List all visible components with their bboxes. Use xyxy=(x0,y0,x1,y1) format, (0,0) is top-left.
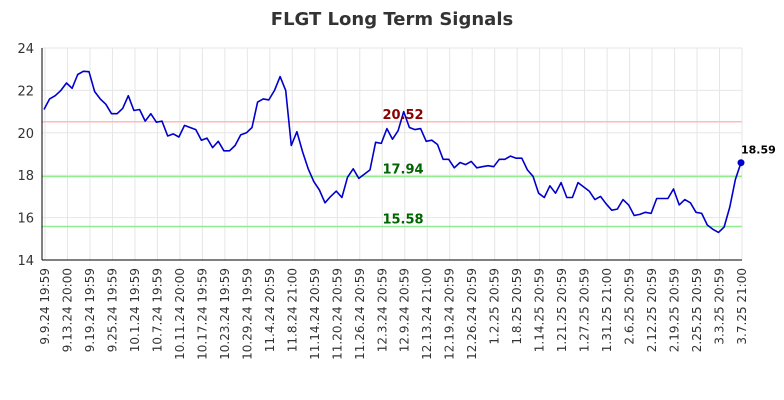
x-tick-label: 10.17.24 19:59 xyxy=(195,268,209,360)
x-tick-label: 2.25.25 20:59 xyxy=(690,268,704,352)
x-tick-label: 12.19.24 20:59 xyxy=(443,268,457,360)
x-tick-label: 10.1.24 19:59 xyxy=(128,268,142,352)
x-tick-label: 12.26.24 20:59 xyxy=(465,268,479,360)
x-tick-label: 1.8.25 20:59 xyxy=(510,268,524,345)
x-tick-label: 1.31.25 21:00 xyxy=(600,268,614,352)
x-tick-label: 1.21.25 20:59 xyxy=(555,268,569,352)
grid xyxy=(42,47,743,261)
reference-line-label: 15.58 xyxy=(382,213,423,228)
x-tick-label: 1.27.25 20:59 xyxy=(578,268,592,352)
series-layer xyxy=(43,70,745,234)
x-tick-label: 12.9.24 20:59 xyxy=(398,268,412,352)
reference-line-label: 17.94 xyxy=(382,162,423,177)
x-tick-label: 10.29.24 19:59 xyxy=(240,268,254,360)
x-tick-label: 11.26.24 20:59 xyxy=(353,268,367,360)
x-tick-label: 2.19.25 20:59 xyxy=(668,268,682,352)
y-tick-label: 20 xyxy=(17,127,34,142)
annotations: 20.52 17.94 15.58 18.59 xyxy=(382,108,775,228)
chart-title: FLGT Long Term Signals xyxy=(271,9,513,30)
price-series-line xyxy=(43,70,742,234)
x-tick-label: 9.19.24 19:59 xyxy=(83,268,97,352)
x-tick-label: 11.14.24 20:59 xyxy=(308,268,322,360)
x-tick-label: 1.2.25 20:59 xyxy=(488,268,502,345)
y-tick-label: 22 xyxy=(17,84,34,99)
x-tick-label: 9.9.24 19:59 xyxy=(38,268,52,345)
x-tick-label: 10.23.24 19:59 xyxy=(218,268,232,360)
x-tick-label: 12.3.24 20:59 xyxy=(375,268,389,352)
y-tick-label: 24 xyxy=(17,42,34,57)
x-tick-label: 9.13.24 20:00 xyxy=(60,268,74,352)
x-tick-label: 11.20.24 20:59 xyxy=(330,268,344,360)
last-point-marker xyxy=(737,159,745,167)
x-tick-label: 9.25.24 19:59 xyxy=(105,268,119,352)
y-tick-label: 16 xyxy=(17,212,34,227)
x-tick-label: 2.12.25 20:59 xyxy=(645,268,659,352)
x-tick-label: 10.7.24 19:59 xyxy=(150,268,164,352)
last-point-label: 18.59 xyxy=(741,144,776,157)
x-tick-label: 2.6.25 20:59 xyxy=(623,268,637,345)
reference-line-label: 20.52 xyxy=(382,108,423,123)
x-tick-label: 1.14.25 20:59 xyxy=(533,268,547,352)
y-tick-label: 18 xyxy=(17,169,34,184)
x-tick-label: 10.11.24 20:00 xyxy=(173,268,187,360)
x-tick-label: 3.3.25 20:59 xyxy=(713,268,727,345)
x-tick-label: 11.8.24 21:00 xyxy=(285,268,299,352)
x-tick-label: 3.7.25 21:00 xyxy=(735,268,749,345)
x-tick-label: 12.13.24 21:00 xyxy=(420,268,434,360)
x-tick-label: 11.4.24 20:59 xyxy=(263,268,277,352)
axes: 14 16 18 20 22 24 9.9.24 19:59 9.13.24 20:00 9.1… xyxy=(17,42,749,360)
y-tick-label: 14 xyxy=(17,254,34,269)
